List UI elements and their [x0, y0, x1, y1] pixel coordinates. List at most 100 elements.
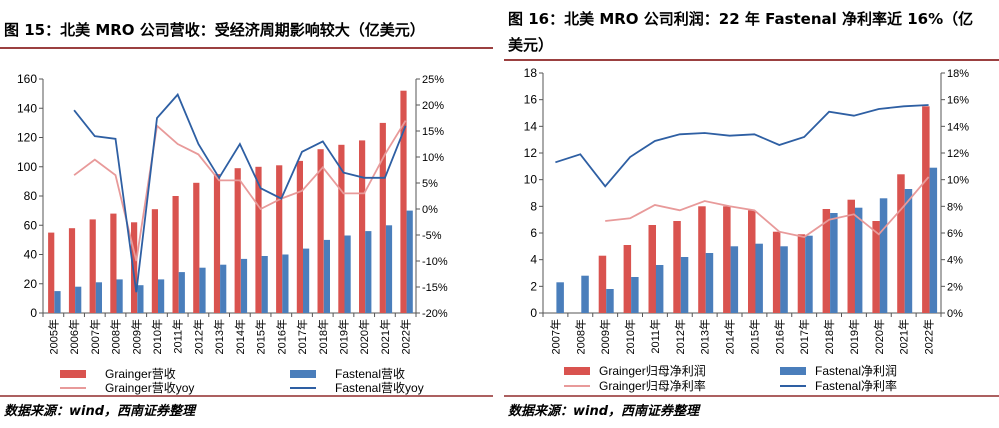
y2-tick-label: 25%: [422, 74, 444, 86]
bar-b: [323, 239, 330, 313]
bar-a: [296, 160, 303, 313]
y-tick-label: 40: [24, 248, 38, 262]
x-tick-label: 2021年: [897, 319, 911, 354]
bar-a: [822, 209, 831, 313]
y-tick-label: 14: [524, 119, 538, 133]
bar-a: [338, 144, 345, 313]
y2-tick-label: -15%: [422, 282, 448, 294]
profit-chart: 0 2 4 6 8 10 12 14 16 18 0% 2% 4% 6% 8% 10% 12% 14% 16% 18%…: [504, 59, 999, 397]
x-tick-label: 2016年: [274, 319, 288, 354]
bar-a: [89, 219, 96, 313]
legend-label: Fastenal净利率: [815, 378, 897, 393]
y2-tick-label: 16%: [947, 95, 969, 107]
legend-swatch: [60, 370, 86, 378]
x-tick-label: 2016年: [772, 319, 786, 354]
y-tick-label: 10: [524, 173, 538, 187]
x-tick-label: 2017年: [797, 319, 811, 354]
x-tick-label: 2012年: [191, 319, 205, 354]
bar-b: [261, 256, 268, 313]
bar-b: [805, 235, 813, 313]
bar-a: [400, 90, 407, 313]
bar-a: [255, 166, 262, 314]
chart-title: 图 16：北美 MRO 公司利润：22 年 Fastenal 净利率近 16%（…: [508, 10, 974, 54]
x-tick-label: 2013年: [698, 319, 712, 354]
x-tick-label: 2009年: [129, 319, 143, 354]
x-tick-label: 2011年: [171, 319, 185, 354]
bar-a: [922, 106, 930, 313]
bar-b: [75, 286, 82, 313]
chart-title: 图 15：北美 MRO 公司营收：受经济周期影响较大（亿美元）: [4, 21, 425, 39]
bar-b: [730, 246, 739, 313]
y2-tick-label: 12%: [947, 148, 969, 160]
y-tick-label: 80: [24, 189, 38, 203]
x-tick-label: 2006年: [67, 319, 81, 354]
x-tick-label: 2008年: [573, 319, 587, 354]
bar-a: [193, 182, 200, 313]
legend-label: Grainger归母净利率: [599, 378, 706, 393]
y-tick-label: 2: [530, 279, 537, 293]
bar-b: [655, 265, 664, 313]
bar-b: [904, 189, 913, 313]
bar-b: [385, 225, 393, 314]
legend-label: Fastenal净利润: [815, 364, 897, 378]
y-tick-label: 4: [530, 253, 537, 267]
bar-a: [648, 225, 656, 313]
y-tick-label: 160: [17, 72, 37, 86]
chart-panel-profit: 图 16：北美 MRO 公司利润：22 年 Fastenal 净利率近 16%（…: [504, 0, 999, 428]
bar-b: [581, 275, 589, 313]
y2-tick-label: 10%: [947, 175, 969, 187]
series-line-1: [73, 92, 407, 293]
y2-tick-label: 5%: [422, 178, 438, 190]
y2-tick-label: -10%: [422, 256, 448, 268]
bar-b: [137, 285, 144, 313]
chart-source: 数据来源：wind，西南证券整理: [4, 404, 196, 419]
y2-tick-label: 8%: [947, 201, 963, 213]
y2-tick-label: 15%: [422, 126, 444, 138]
bar-a: [359, 140, 366, 313]
legend-swatch: [780, 367, 806, 375]
x-tick-label: 2009年: [598, 319, 612, 354]
y2-tick-label: 2%: [947, 281, 963, 293]
legend-label: Fastenal营收yoy: [335, 381, 424, 395]
bar-b: [755, 243, 763, 313]
bar-b: [199, 267, 206, 313]
bar-a: [68, 228, 76, 313]
bar-b: [344, 235, 351, 313]
bar-a: [748, 210, 756, 313]
bar-b: [929, 167, 938, 313]
bar-b: [606, 289, 614, 313]
legend-swatch: [290, 370, 316, 378]
bar-a: [276, 165, 283, 313]
y-tick-label: 12: [524, 146, 538, 160]
x-tick-label: 2014年: [233, 319, 247, 354]
bar-b: [282, 254, 289, 313]
bar-a: [379, 122, 386, 314]
bar-a: [623, 245, 632, 313]
legend-label: Fastenal营收: [335, 367, 405, 381]
x-tick-label: 2005年: [46, 319, 60, 354]
bar-a: [797, 234, 806, 313]
x-tick-label: 2022年: [399, 319, 413, 354]
bar-a: [772, 231, 781, 313]
x-tick-label: 2017年: [295, 319, 309, 354]
x-tick-label: 2021年: [378, 319, 392, 354]
y-tick-label: 8: [530, 199, 537, 213]
series-line-0: [73, 120, 407, 262]
y-tick-label: 16: [524, 93, 538, 107]
legend-label: Grainger营收: [105, 367, 176, 381]
x-tick-label: 2007年: [548, 319, 562, 354]
bar-a: [872, 221, 880, 313]
legend-label: Grainger归母净利润: [599, 364, 706, 378]
x-tick-label: 2010年: [150, 319, 164, 354]
y2-tick-label: 20%: [422, 100, 444, 112]
bar-b: [406, 210, 413, 313]
x-tick-label: 2020年: [872, 319, 886, 354]
y2-tick-label: 10%: [422, 152, 444, 164]
bar-a: [110, 213, 117, 313]
bar-a: [698, 206, 706, 313]
series-line-0: [605, 176, 930, 238]
bar-a: [131, 222, 138, 313]
y-tick-label: 6: [530, 226, 537, 240]
x-tick-label: 2020年: [357, 319, 371, 354]
x-tick-label: 2008年: [109, 319, 123, 354]
